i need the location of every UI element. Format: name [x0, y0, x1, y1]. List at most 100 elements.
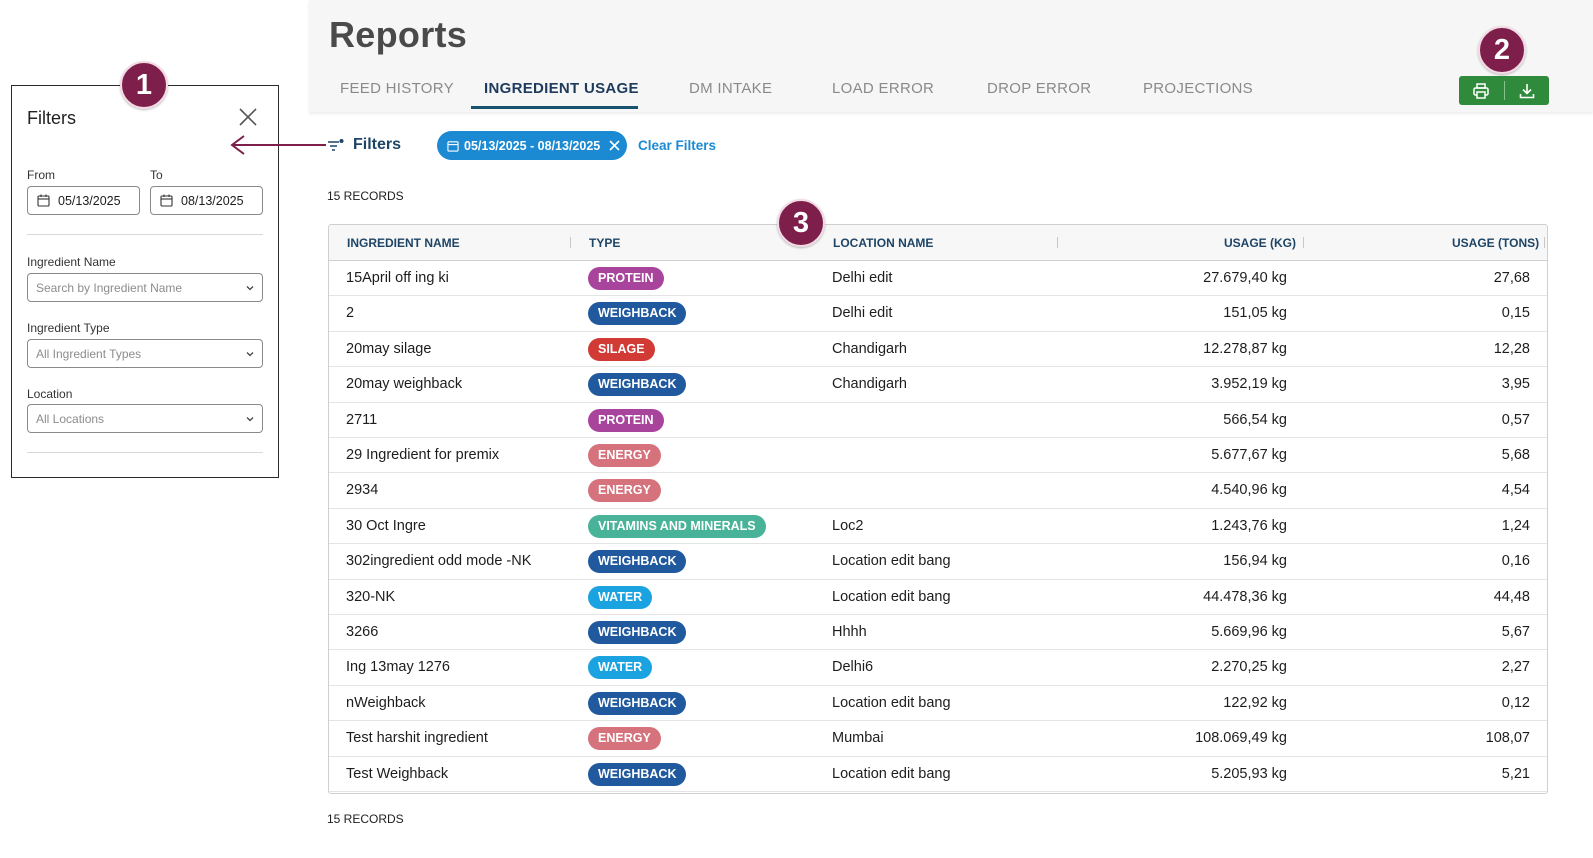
usage-kg-cell: 3.952,19 kg — [1211, 376, 1287, 393]
filters-toggle-button[interactable]: Filters — [327, 136, 401, 154]
location-name-cell: Delhi edit — [832, 305, 893, 322]
reports-header: Reports FEED HISTORY INGREDIENT USAGE DM… — [309, 0, 1593, 112]
filters-panel-title: Filters — [27, 108, 76, 128]
location-name-cell: Mumbai — [832, 730, 884, 747]
callout-badge-2: 2 — [1478, 26, 1526, 74]
table-row[interactable]: 3266 WEIGHBACK Hhhh 5.669,96 kg 5,67 — [329, 615, 1547, 651]
ingredient-name-cell: nWeighback — [346, 694, 426, 711]
usage-kg-cell: 108.069,49 kg — [1195, 730, 1287, 747]
location-name-cell: Chandigarh — [832, 340, 907, 357]
date-range-chip-label: 05/13/2025 - 08/13/2025 — [464, 138, 601, 153]
type-badge: ENERGY — [588, 444, 661, 467]
type-badge: VITAMINS AND MINERALS — [588, 514, 766, 538]
calendar-icon — [160, 194, 173, 207]
ingredient-type-select[interactable]: All Ingredient Types — [27, 339, 263, 368]
page-title: Reports — [329, 14, 468, 55]
column-header-ingredient-name[interactable]: INGREDIENT NAME — [347, 236, 460, 250]
usage-kg-cell: 122,92 kg — [1223, 694, 1287, 711]
usage-tons-cell: 0,57 — [1501, 411, 1530, 428]
table-row[interactable]: 2 WEIGHBACK Delhi edit 151,05 kg 0,15 — [329, 296, 1547, 332]
filters-toggle-label: Filters — [353, 136, 402, 153]
tab-ingredient-usage[interactable]: INGREDIENT USAGE — [484, 80, 639, 97]
print-button[interactable] — [1459, 76, 1504, 105]
usage-tons-cell: 2,27 — [1501, 659, 1530, 676]
table-row[interactable]: 29 Ingredient for premix ENERGY 5.677,67 k… — [329, 438, 1547, 474]
ingredient-usage-table: INGREDIENT NAME TYPE LOCATION NAME USAGE… — [328, 224, 1548, 794]
usage-kg-cell: 566,54 kg — [1223, 411, 1287, 428]
table-row[interactable]: nWeighback WEIGHBACK Location edit bang 122… — [329, 686, 1547, 722]
callout-arrow-icon — [230, 135, 326, 155]
ingredient-type-value: All Ingredient Types — [36, 346, 142, 361]
usage-kg-cell: 151,05 kg — [1223, 305, 1287, 322]
ingredient-name-cell: 20may weighback — [346, 376, 463, 393]
from-date-value: 05/13/2025 — [58, 193, 121, 208]
close-icon[interactable] — [609, 140, 620, 151]
ingredient-name-cell: 2711 — [346, 411, 378, 428]
location-label: Location — [27, 387, 73, 401]
tab-drop-error[interactable]: DROP ERROR — [987, 80, 1092, 97]
usage-tons-cell: 1,24 — [1501, 517, 1530, 534]
usage-kg-cell: 44.478,36 kg — [1203, 588, 1287, 605]
column-header-type[interactable]: TYPE — [589, 236, 621, 250]
table-row[interactable]: 20may silage SILAGE Chandigarh 12.278,87 kg… — [329, 332, 1547, 368]
column-separator — [1057, 237, 1058, 248]
to-date-field[interactable]: 08/13/2025 — [150, 186, 263, 215]
table-row[interactable]: Test harshit ingredient ENERGY Mumbai 108.0… — [329, 721, 1547, 757]
ingredient-type-label: Ingredient Type — [27, 321, 110, 335]
ingredient-name-cell: 30 Oct Ingre — [346, 517, 426, 534]
download-button[interactable] — [1504, 76, 1549, 105]
column-header-usage-tons[interactable]: USAGE (TONS) — [1452, 236, 1540, 250]
ingredient-name-search[interactable]: Search by Ingredient Name — [27, 273, 263, 302]
table-row[interactable]: 30 Oct Ingre VITAMINS AND MINERALS Loc2 1.2… — [329, 509, 1547, 545]
table-row[interactable]: Ing 13may 1276 WATER Delhi6 2.270,25 kg 2,27 — [329, 650, 1547, 686]
table-row[interactable]: Test Weighback WEIGHBACK Location edit ban… — [329, 757, 1547, 792]
usage-kg-cell: 5.669,96 kg — [1211, 624, 1287, 640]
ingredient-name-cell: 15April off ing ki — [346, 270, 449, 286]
ingredient-name-cell: Ing 13may 1276 — [346, 659, 450, 676]
type-badge: WEIGHBACK — [588, 373, 687, 397]
to-date-value: 08/13/2025 — [181, 193, 244, 208]
usage-tons-cell: 4,54 — [1501, 482, 1530, 499]
location-name-cell: Chandigarh — [832, 376, 907, 393]
location-name-cell: Hhhh — [832, 624, 867, 640]
column-header-usage-kg[interactable]: USAGE (KG) — [1224, 236, 1296, 250]
ingredient-name-cell: 29 Ingredient for premix — [346, 447, 500, 463]
table-row[interactable]: 15April off ing ki PROTEIN Delhi edit 27.67… — [329, 261, 1547, 297]
tab-load-error[interactable]: LOAD ERROR — [832, 80, 935, 97]
table-row[interactable]: 20may weighback WEIGHBACK Chandigarh 3.952,… — [329, 367, 1547, 403]
clear-filters-link[interactable]: Clear Filters — [638, 138, 717, 153]
chevron-down-icon — [246, 352, 254, 357]
usage-tons-cell: 5,21 — [1501, 765, 1530, 782]
tab-projections[interactable]: PROJECTIONS — [1143, 80, 1253, 97]
usage-tons-cell: 44,48 — [1493, 588, 1530, 605]
table-row[interactable]: 2934 ENERGY 4.540,96 kg 4,54 — [329, 473, 1547, 509]
table-row[interactable]: 320-NK WATER Location edit bang 44.478,36 k… — [329, 580, 1547, 615]
from-date-field[interactable]: 05/13/2025 — [27, 186, 140, 215]
close-icon[interactable] — [238, 107, 258, 127]
usage-tons-cell: 3,95 — [1501, 376, 1530, 393]
divider — [27, 452, 263, 453]
divider — [27, 234, 263, 235]
usage-tons-cell: 0,16 — [1501, 553, 1530, 570]
calendar-icon — [37, 194, 50, 207]
location-select[interactable]: All Locations — [27, 404, 263, 433]
chevron-down-icon — [246, 286, 254, 291]
ingredient-name-cell: Test Weighback — [346, 765, 449, 782]
table-row[interactable]: 2711 PROTEIN 566,54 kg 0,57 — [329, 403, 1547, 438]
from-label: From — [27, 168, 55, 182]
type-badge: WEIGHBACK — [588, 302, 687, 326]
column-header-location-name[interactable]: LOCATION NAME — [833, 236, 934, 250]
location-value: All Locations — [36, 411, 105, 426]
usage-tons-cell: 0,15 — [1501, 305, 1530, 322]
tab-dm-intake[interactable]: DM INTAKE — [689, 80, 773, 97]
ingredient-name-cell: 302ingredient odd mode -NK — [346, 553, 532, 570]
tab-feed-history[interactable]: FEED HISTORY — [340, 80, 454, 97]
table-row[interactable]: 302ingredient odd mode -NK WEIGHBACK Locat… — [329, 544, 1547, 580]
date-range-chip[interactable]: 05/13/2025 - 08/13/2025 — [437, 131, 627, 160]
chevron-down-icon — [246, 417, 254, 422]
location-name-cell: Location edit bang — [832, 765, 951, 782]
type-badge: WEIGHBACK — [588, 691, 687, 715]
type-badge: SILAGE — [588, 337, 655, 361]
ingredient-name-cell: 320-NK — [346, 588, 396, 605]
